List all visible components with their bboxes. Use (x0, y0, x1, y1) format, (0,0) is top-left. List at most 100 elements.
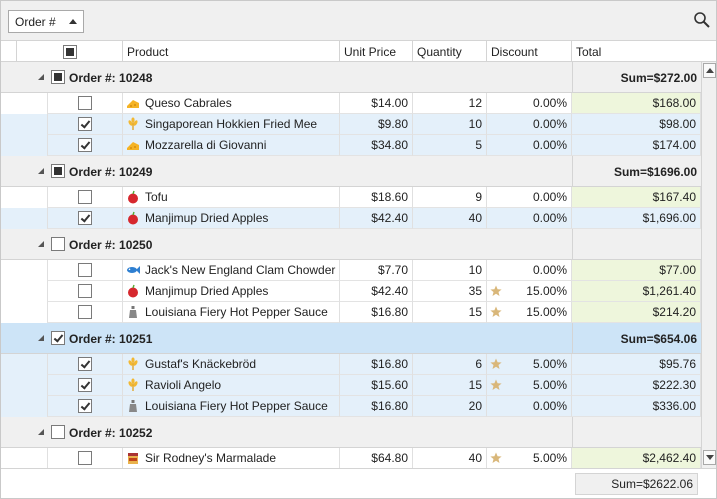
group-by-order-chip[interactable]: Order # (8, 10, 84, 33)
unit-price-cell[interactable]: $18.60 (340, 187, 413, 208)
discount-cell[interactable]: 0.00% (487, 135, 572, 156)
row-checkbox[interactable] (78, 357, 92, 371)
column-header-product[interactable]: Product (123, 41, 340, 62)
search-icon[interactable] (693, 11, 711, 29)
unit-price-cell[interactable]: $64.80 (340, 448, 413, 468)
total-cell[interactable]: $167.40 (572, 187, 701, 208)
quantity-cell[interactable]: 40 (413, 448, 487, 468)
total-cell[interactable]: $2,462.40 (572, 448, 701, 468)
quantity-cell[interactable]: 5 (413, 135, 487, 156)
group-checkbox[interactable] (51, 164, 65, 178)
group-row[interactable]: Order #: 10248 Sum=$272.00 (1, 62, 701, 93)
product-cell[interactable]: Sir Rodney's Marmalade (123, 448, 340, 468)
row-checkbox[interactable] (78, 399, 92, 413)
total-cell[interactable]: $1,696.00 (572, 208, 701, 229)
vertical-scrollbar[interactable] (701, 62, 716, 468)
table-row[interactable]: Ravioli Angelo $15.60 15 5.00% $222.30 (1, 375, 701, 396)
total-cell[interactable]: $174.00 (572, 135, 701, 156)
unit-price-cell[interactable]: $42.40 (340, 281, 413, 302)
unit-price-cell[interactable]: $34.80 (340, 135, 413, 156)
scroll-up-button[interactable] (703, 63, 716, 78)
unit-price-cell[interactable]: $16.80 (340, 396, 413, 417)
unit-price-cell[interactable]: $16.80 (340, 354, 413, 375)
column-header-discount[interactable]: Discount (487, 41, 572, 62)
group-row[interactable]: Order #: 10252 (1, 417, 701, 448)
unit-price-cell[interactable]: $14.00 (340, 93, 413, 114)
collapse-group-icon[interactable] (38, 241, 44, 247)
unit-price-cell[interactable]: $15.60 (340, 375, 413, 396)
discount-cell[interactable]: 0.00% (487, 208, 572, 229)
select-all-checkbox[interactable] (62, 44, 77, 59)
product-cell[interactable]: Tofu (123, 187, 340, 208)
total-cell[interactable]: $168.00 (572, 93, 701, 114)
product-cell[interactable]: Gustaf's Knäckebröd (123, 354, 340, 375)
column-header-unit-price[interactable]: Unit Price (340, 41, 413, 62)
row-checkbox[interactable] (78, 138, 92, 152)
discount-cell[interactable]: 0.00% (487, 396, 572, 417)
quantity-cell[interactable]: 15 (413, 375, 487, 396)
row-checkbox[interactable] (78, 117, 92, 131)
total-cell[interactable]: $98.00 (572, 114, 701, 135)
quantity-cell[interactable]: 10 (413, 260, 487, 281)
row-checkbox[interactable] (78, 263, 92, 277)
table-row[interactable]: Louisiana Fiery Hot Pepper Sauce $16.80 15… (1, 302, 701, 323)
quantity-cell[interactable]: 6 (413, 354, 487, 375)
discount-cell[interactable]: 0.00% (487, 93, 572, 114)
group-row[interactable]: Order #: 10250 (1, 229, 701, 260)
row-checkbox[interactable] (78, 378, 92, 392)
group-row[interactable]: Order #: 10249 Sum=$1696.00 (1, 156, 701, 187)
column-header-quantity[interactable]: Quantity (413, 41, 487, 62)
table-row[interactable]: Queso Cabrales $14.00 12 0.00% $168.00 (1, 93, 701, 114)
product-cell[interactable]: Louisiana Fiery Hot Pepper Sauce (123, 302, 340, 323)
total-cell[interactable]: $77.00 (572, 260, 701, 281)
unit-price-cell[interactable]: $42.40 (340, 208, 413, 229)
quantity-cell[interactable]: 12 (413, 93, 487, 114)
scroll-down-button[interactable] (703, 450, 716, 465)
unit-price-cell[interactable]: $7.70 (340, 260, 413, 281)
discount-cell[interactable]: 15.00% (487, 281, 572, 302)
row-checkbox[interactable] (78, 96, 92, 110)
row-checkbox[interactable] (78, 451, 92, 465)
product-cell[interactable]: Jack's New England Clam Chowder (123, 260, 340, 281)
product-cell[interactable]: Singaporean Hokkien Fried Mee (123, 114, 340, 135)
discount-cell[interactable]: 15.00% (487, 302, 572, 323)
total-cell[interactable]: $214.20 (572, 302, 701, 323)
column-header-total[interactable]: Total (576, 44, 602, 59)
table-row[interactable]: Manjimup Dried Apples $42.40 35 15.00% $1,26… (1, 281, 701, 302)
discount-cell[interactable]: 5.00% (487, 375, 572, 396)
discount-cell[interactable]: 5.00% (487, 354, 572, 375)
collapse-group-icon[interactable] (38, 168, 44, 174)
table-row[interactable]: Mozzarella di Giovanni $34.80 5 0.00% $174.0… (1, 135, 701, 156)
unit-price-cell[interactable]: $16.80 (340, 302, 413, 323)
table-row[interactable]: Jack's New England Clam Chowder $7.70 10 0.… (1, 260, 701, 281)
discount-cell[interactable]: 0.00% (487, 260, 572, 281)
discount-cell[interactable]: 0.00% (487, 114, 572, 135)
row-checkbox[interactable] (78, 190, 92, 204)
collapse-group-icon[interactable] (38, 74, 44, 80)
table-row[interactable]: Manjimup Dried Apples $42.40 40 0.00% $1,696… (1, 208, 701, 229)
quantity-cell[interactable]: 10 (413, 114, 487, 135)
table-row[interactable]: Tofu $18.60 9 0.00% $167.40 (1, 187, 701, 208)
quantity-cell[interactable]: 15 (413, 302, 487, 323)
collapse-group-icon[interactable] (38, 429, 44, 435)
product-cell[interactable]: Ravioli Angelo (123, 375, 340, 396)
quantity-cell[interactable]: 35 (413, 281, 487, 302)
group-checkbox[interactable] (51, 331, 65, 345)
table-row[interactable]: Sir Rodney's Marmalade $64.80 40 5.00% $2,46… (1, 448, 701, 468)
product-cell[interactable]: Manjimup Dried Apples (123, 208, 340, 229)
total-cell[interactable]: $336.00 (572, 396, 701, 417)
total-cell[interactable]: $95.76 (572, 354, 701, 375)
product-cell[interactable]: Mozzarella di Giovanni (123, 135, 340, 156)
group-checkbox[interactable] (51, 425, 65, 439)
product-cell[interactable]: Manjimup Dried Apples (123, 281, 340, 302)
collapse-group-icon[interactable] (38, 335, 44, 341)
quantity-cell[interactable]: 9 (413, 187, 487, 208)
table-row[interactable]: Gustaf's Knäckebröd $16.80 6 5.00% $95.76 (1, 354, 701, 375)
group-row[interactable]: Order #: 10251 Sum=$654.06 (1, 323, 701, 354)
unit-price-cell[interactable]: $9.80 (340, 114, 413, 135)
discount-cell[interactable]: 0.00% (487, 187, 572, 208)
table-row[interactable]: Singaporean Hokkien Fried Mee $9.80 10 0.00… (1, 114, 701, 135)
table-row[interactable]: Louisiana Fiery Hot Pepper Sauce $16.80 20… (1, 396, 701, 417)
discount-cell[interactable]: 5.00% (487, 448, 572, 468)
group-checkbox[interactable] (51, 70, 65, 84)
